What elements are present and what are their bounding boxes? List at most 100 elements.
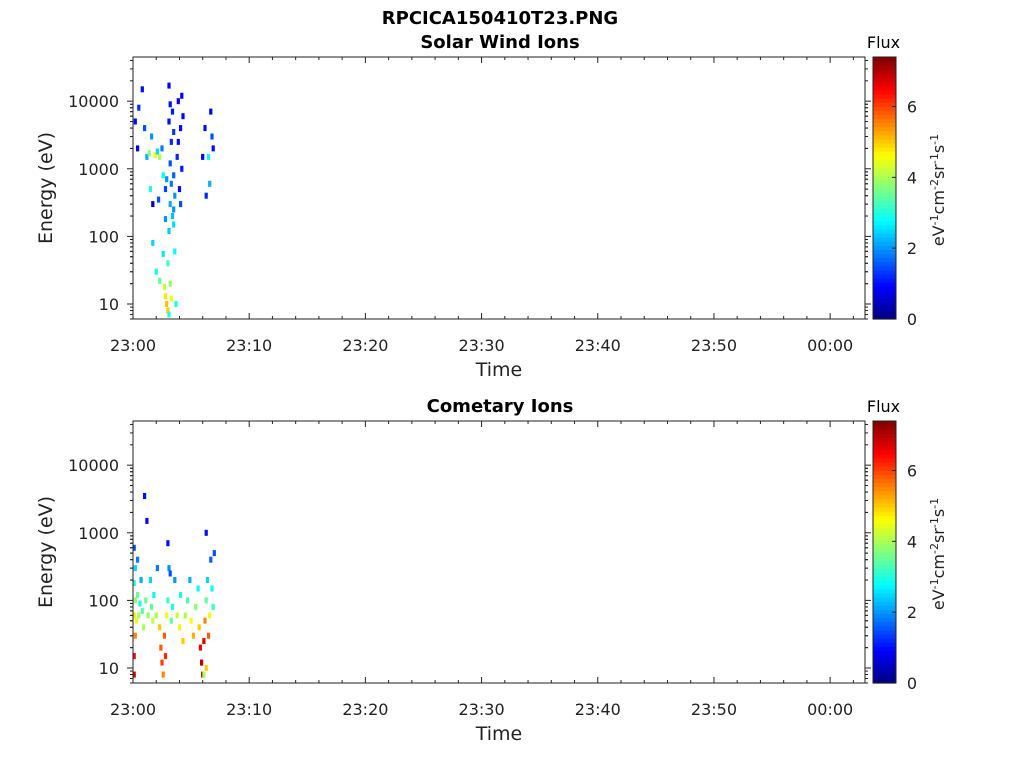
spectrogram-cell bbox=[169, 180, 173, 187]
y-tick-label: 10 bbox=[99, 295, 119, 314]
spectrogram-cell bbox=[197, 624, 201, 631]
axes-frame bbox=[132, 56, 866, 320]
spectrogram-cell bbox=[167, 565, 171, 572]
colorbar-segment bbox=[873, 175, 896, 181]
colorbar-segment bbox=[873, 81, 896, 87]
colorbar-segment bbox=[873, 65, 896, 70]
spectrogram-cell bbox=[132, 544, 136, 551]
colorbar-segment bbox=[873, 572, 896, 578]
colorbar-segment bbox=[873, 560, 896, 565]
spectrogram-cell bbox=[166, 597, 170, 604]
spectrogram-cell bbox=[132, 612, 136, 619]
spectrogram-cell bbox=[165, 301, 169, 307]
colorbar-segment bbox=[873, 179, 896, 185]
panels: Solar Wind Ions 23:00 23:10 23:20 23:30 23:40… bbox=[35, 32, 948, 745]
colorbar-segment bbox=[873, 286, 896, 291]
spectrogram-cell bbox=[170, 108, 175, 115]
colorbar-segment bbox=[873, 527, 896, 533]
colorbar-segment bbox=[873, 155, 896, 160]
spectrogram-cell bbox=[208, 180, 212, 187]
colorbar-segment bbox=[873, 269, 896, 275]
spectrogram-cell bbox=[132, 671, 136, 678]
spectrogram-cell bbox=[188, 577, 192, 583]
spectrogram-cell bbox=[191, 632, 195, 639]
colorbar-tick-label: 4 bbox=[907, 532, 917, 551]
spectrogram-cell bbox=[204, 665, 208, 671]
colorbar-segment bbox=[873, 233, 896, 238]
spectrogram-cell bbox=[161, 671, 165, 678]
colorbar-segment bbox=[873, 678, 896, 684]
spectrogram-cell bbox=[176, 138, 180, 145]
colorbar-segment bbox=[873, 298, 896, 304]
spectrogram-cells bbox=[133, 82, 215, 318]
spectrogram-cell bbox=[168, 201, 172, 208]
colorbar-segment bbox=[873, 171, 896, 177]
colorbar-segment bbox=[873, 474, 896, 479]
x-tick-label: 23:40 bbox=[575, 336, 621, 355]
spectrogram-cell bbox=[180, 165, 184, 172]
colorbar-segment bbox=[873, 568, 896, 574]
colorbar-segment bbox=[873, 633, 896, 639]
colorbar-segment bbox=[873, 674, 896, 680]
colorbar-segment bbox=[873, 441, 896, 447]
spectrogram-cell bbox=[137, 104, 141, 111]
spectrogram-cell bbox=[150, 603, 154, 610]
colorbar-unit-label: eV-1cm-2sr-1s-1 bbox=[928, 498, 949, 610]
spectrogram-cell bbox=[132, 580, 136, 587]
spectrogram-cell bbox=[174, 301, 178, 307]
y-axis-label: Energy (eV) bbox=[35, 132, 57, 244]
spectrogram-cell bbox=[151, 201, 155, 208]
colorbar-segment bbox=[873, 564, 896, 569]
spectrogram-cell bbox=[154, 612, 158, 619]
spectrogram-cell bbox=[177, 186, 182, 193]
x-tick-label: 00:00 bbox=[807, 336, 853, 355]
spectrogram-cell bbox=[170, 603, 175, 610]
colorbar-segment bbox=[873, 556, 896, 561]
spectrogram-cell bbox=[136, 556, 140, 563]
spectrogram-cell bbox=[209, 556, 213, 563]
spectrogram-cell bbox=[133, 118, 137, 125]
spectrogram-cell bbox=[166, 260, 170, 267]
spectrogram-cell bbox=[167, 228, 171, 234]
spectrogram-cell bbox=[144, 597, 148, 604]
colorbar-segment bbox=[873, 147, 896, 152]
x-tick-label: 23:40 bbox=[575, 700, 621, 719]
x-tick-label: 23:00 bbox=[110, 336, 156, 355]
x-axis-label: Time bbox=[475, 723, 523, 745]
spectrogram-cell bbox=[170, 213, 175, 219]
colorbar-segment bbox=[873, 605, 896, 610]
colorbar-segment bbox=[873, 228, 896, 234]
colorbar-segment bbox=[873, 445, 896, 451]
y-tick-label: 100 bbox=[88, 591, 119, 610]
spectrogram-cell bbox=[148, 577, 152, 583]
colorbar-segment bbox=[873, 196, 896, 201]
colorbar-segment bbox=[873, 77, 896, 83]
spectrogram-cell bbox=[167, 311, 171, 318]
colorbar-segment bbox=[873, 429, 896, 434]
colorbar-segment bbox=[873, 421, 896, 426]
y-tick-label: 1000 bbox=[78, 160, 119, 179]
spectrogram-cell bbox=[140, 86, 144, 93]
spectrogram-cell bbox=[136, 145, 140, 152]
colorbar-segment bbox=[873, 212, 896, 218]
colorbar-segment bbox=[873, 457, 896, 463]
spectrogram-cell bbox=[204, 192, 208, 199]
spectrogram-cell bbox=[206, 632, 211, 639]
spectrogram-cell bbox=[196, 585, 200, 592]
colorbar-segment bbox=[873, 449, 896, 455]
spectrogram-cell bbox=[161, 250, 165, 257]
colorbar-segment bbox=[873, 249, 896, 255]
colorbar-segment bbox=[873, 126, 896, 132]
spectrogram-cell bbox=[173, 248, 177, 255]
colorbar-segment bbox=[873, 461, 896, 467]
colorbar-segment bbox=[873, 592, 896, 598]
spectrogram-cell bbox=[202, 638, 206, 645]
spectrogram-cell bbox=[134, 617, 139, 624]
spectrogram-cell bbox=[169, 138, 173, 145]
spectrogram-cell bbox=[175, 612, 179, 619]
colorbar-segment bbox=[873, 273, 896, 279]
colorbar-tick-label: 0 bbox=[907, 674, 917, 693]
spectrogram-cell bbox=[172, 206, 176, 213]
spectrogram-cell bbox=[204, 597, 208, 604]
spectrogram-cell bbox=[181, 638, 185, 645]
